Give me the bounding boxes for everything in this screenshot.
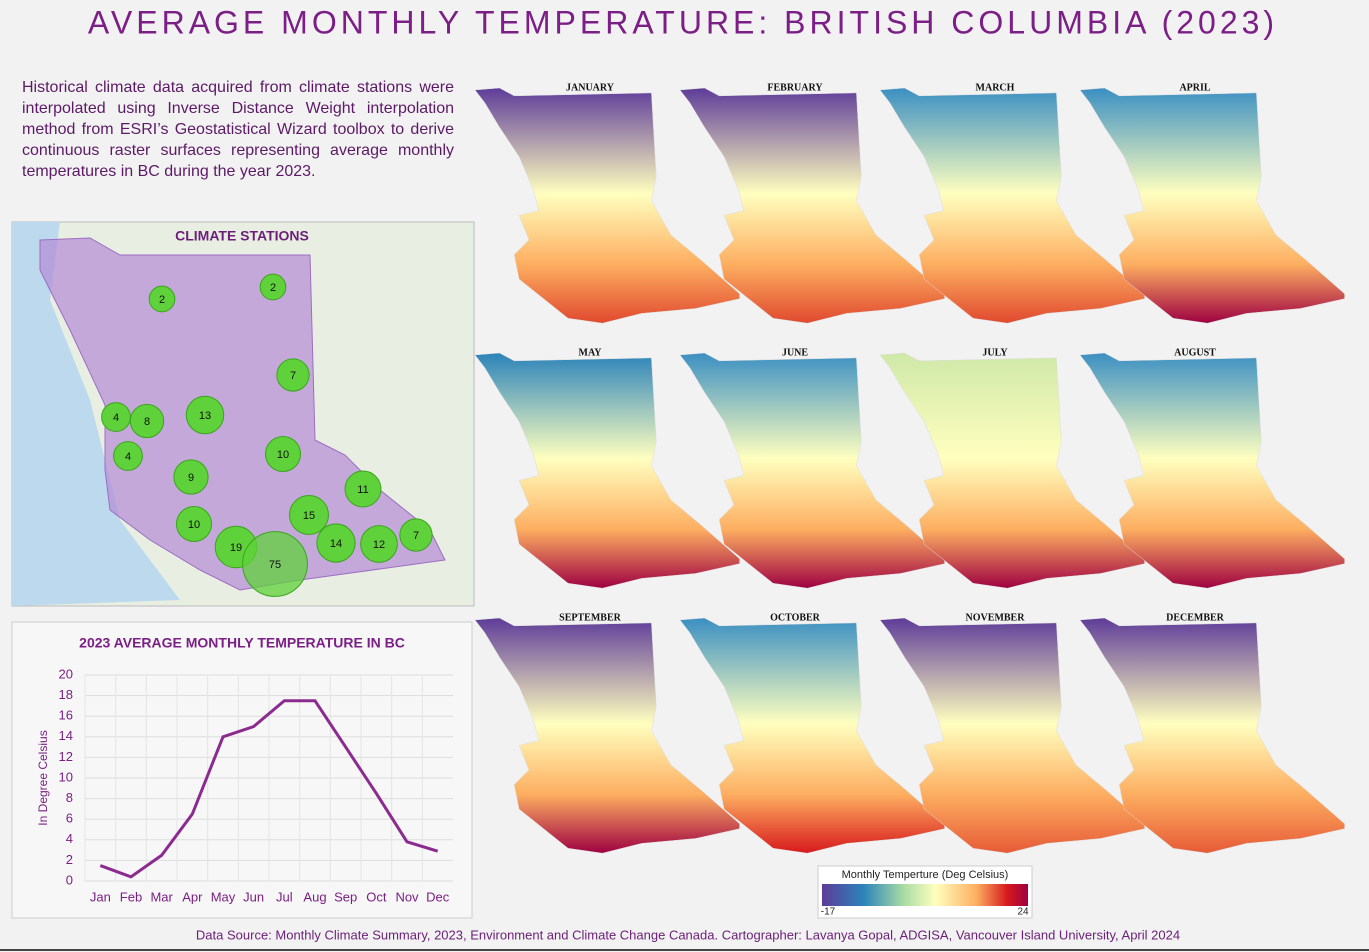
- station-cluster: [259, 273, 287, 301]
- month-map: [879, 87, 1145, 324]
- x-tick-label: Jul: [276, 889, 293, 904]
- month-label: DECEMBER: [1166, 612, 1225, 623]
- month-label: JULY: [982, 347, 1008, 358]
- station-cluster: [360, 525, 398, 563]
- cluster-count: 7: [290, 370, 296, 382]
- month-label: AUGUST: [1174, 347, 1216, 358]
- month-map: [1079, 617, 1345, 854]
- month-label: NOVEMBER: [966, 612, 1026, 623]
- y-tick-label: 10: [59, 769, 73, 784]
- chart-title: 2023 AVERAGE MONTHLY TEMPERATURE IN BC: [79, 635, 405, 651]
- y-tick-label: 12: [59, 749, 73, 764]
- cluster-count: 14: [330, 538, 342, 550]
- x-tick-label: Oct: [366, 889, 387, 904]
- cluster-count: 13: [199, 410, 211, 422]
- y-tick-label: 6: [66, 811, 73, 826]
- month-label: MAY: [579, 347, 603, 358]
- y-axis-label: In Degree Celsius: [36, 730, 50, 825]
- month-map: [879, 352, 1145, 589]
- station-cluster: [316, 523, 356, 563]
- x-tick-label: Mar: [150, 889, 173, 904]
- month-label: OCTOBER: [770, 612, 821, 623]
- cluster-count: 8: [144, 416, 150, 428]
- month-map: [679, 352, 945, 589]
- chart-panel: [11, 621, 473, 919]
- month-label: FEBRUARY: [767, 82, 823, 93]
- legend-title: Monthly Temperture (Deg Celsius): [842, 869, 1009, 881]
- cluster-count: 75: [269, 559, 281, 571]
- cluster-count: 4: [113, 412, 119, 424]
- month-map: [474, 617, 740, 854]
- legend-gradient: [822, 884, 1028, 906]
- station-cluster: [289, 495, 329, 535]
- station-cluster: [175, 505, 213, 543]
- month-map: [879, 617, 1145, 854]
- temperature-line: [99, 699, 439, 879]
- cluster-count: 9: [188, 472, 194, 484]
- station-title: CLIMATE STATIONS: [175, 228, 309, 244]
- y-tick-label: 18: [59, 687, 73, 702]
- station-cluster: [344, 470, 382, 508]
- month-map: [474, 352, 740, 589]
- station-cluster: [185, 395, 225, 435]
- cluster-count: 10: [188, 519, 200, 531]
- x-tick-label: Aug: [303, 889, 326, 904]
- month-label: MARCH: [976, 82, 1015, 93]
- y-tick-label: 0: [66, 872, 73, 887]
- month-map: [1079, 87, 1345, 324]
- legend-min: -17: [821, 907, 836, 918]
- y-tick-label: 4: [66, 831, 73, 846]
- cluster-count: 4: [125, 451, 131, 463]
- page-title: AVERAGE MONTHLY TEMPERATURE: BRITISH COL…: [88, 4, 1278, 40]
- x-tick-label: Jan: [90, 889, 111, 904]
- legend-max: 24: [1017, 907, 1029, 918]
- station-cluster: [399, 518, 433, 552]
- y-tick-label: 2: [66, 852, 73, 867]
- month-map: [474, 87, 740, 324]
- cluster-count: 10: [277, 449, 289, 461]
- month-label: JANUARY: [566, 82, 615, 93]
- cluster-count: 2: [270, 282, 276, 294]
- month-label: JUNE: [782, 347, 808, 358]
- month-map: [679, 87, 945, 324]
- x-tick-label: Nov: [395, 889, 419, 904]
- station-cluster: [173, 459, 209, 495]
- month-map: [679, 617, 945, 854]
- x-tick-label: Dec: [426, 889, 450, 904]
- footer: Data Source: Monthly Climate Summary, 20…: [196, 927, 1180, 942]
- y-tick-label: 8: [66, 790, 73, 805]
- y-tick-label: 20: [59, 666, 73, 681]
- y-tick-label: 14: [59, 728, 73, 743]
- x-tick-label: May: [211, 889, 236, 904]
- station-cluster: [242, 531, 308, 597]
- station-cluster: [276, 358, 310, 392]
- cluster-count: 11: [357, 484, 368, 496]
- cluster-count: 7: [413, 530, 419, 542]
- x-tick-label: Sep: [334, 889, 357, 904]
- y-tick-label: 16: [59, 708, 73, 723]
- station-cluster: [148, 285, 176, 313]
- month-map: [1079, 352, 1345, 589]
- x-tick-label: Feb: [120, 889, 142, 904]
- ocean: [12, 222, 180, 606]
- month-label: APRIL: [1179, 82, 1210, 93]
- station-cluster: [264, 435, 302, 473]
- description: Historical climate data acquired from cl…: [22, 79, 454, 180]
- cluster-count: 12: [373, 539, 385, 551]
- cluster-count: 2: [159, 294, 165, 306]
- station-cluster: [129, 403, 165, 439]
- cluster-count: 15: [303, 510, 315, 522]
- x-tick-label: Jun: [243, 889, 264, 904]
- station-cluster: [113, 441, 143, 471]
- cluster-count: 19: [230, 542, 242, 554]
- x-tick-label: Apr: [182, 889, 203, 904]
- month-label: SEPTEMBER: [559, 612, 621, 623]
